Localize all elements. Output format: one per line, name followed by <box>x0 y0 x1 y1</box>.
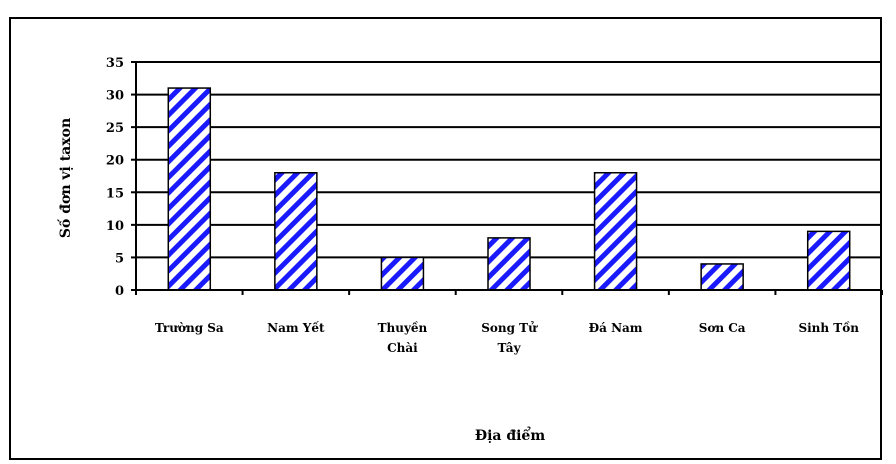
y-tick-label: 25 <box>106 121 124 136</box>
bar <box>700 263 744 291</box>
bar <box>593 171 638 291</box>
axes <box>131 61 883 295</box>
bars <box>167 87 851 291</box>
gridlines <box>136 61 882 259</box>
y-tick-label: 10 <box>106 219 124 234</box>
bar <box>487 237 531 291</box>
y-tick-label: 30 <box>106 89 124 104</box>
x-category-label: Nam Yết <box>267 320 325 335</box>
y-tick-label: 35 <box>106 56 124 71</box>
x-category-label: Sơn Ca <box>699 321 746 335</box>
bar <box>274 171 318 291</box>
y-tick-label: 20 <box>106 154 124 169</box>
bar <box>806 230 851 291</box>
y-tick-labels: 0 5 10 15 20 25 30 35 <box>106 56 124 299</box>
x-category-label: Sinh Tồn <box>798 320 859 335</box>
x-category-label: Đá Nam <box>589 321 643 335</box>
bar <box>167 87 212 291</box>
bar <box>380 256 425 291</box>
y-axis-title: Số đơn vị taxon <box>56 118 74 238</box>
x-category-label: Trường Sa <box>155 321 224 335</box>
x-category-label: Thuyền Chài <box>378 320 428 355</box>
x-category-label: Song Tử Tây <box>481 320 538 355</box>
x-axis-title: Địa điểm <box>475 426 546 444</box>
y-tick-label: 0 <box>115 284 124 299</box>
chart-frame <box>9 17 882 460</box>
y-tick-label: 15 <box>106 186 124 201</box>
x-category-labels: Trường Sa Nam Yết Thuyền Chài Song Tử Tây Đá N… <box>155 320 859 355</box>
y-tick-label: 5 <box>115 251 124 266</box>
